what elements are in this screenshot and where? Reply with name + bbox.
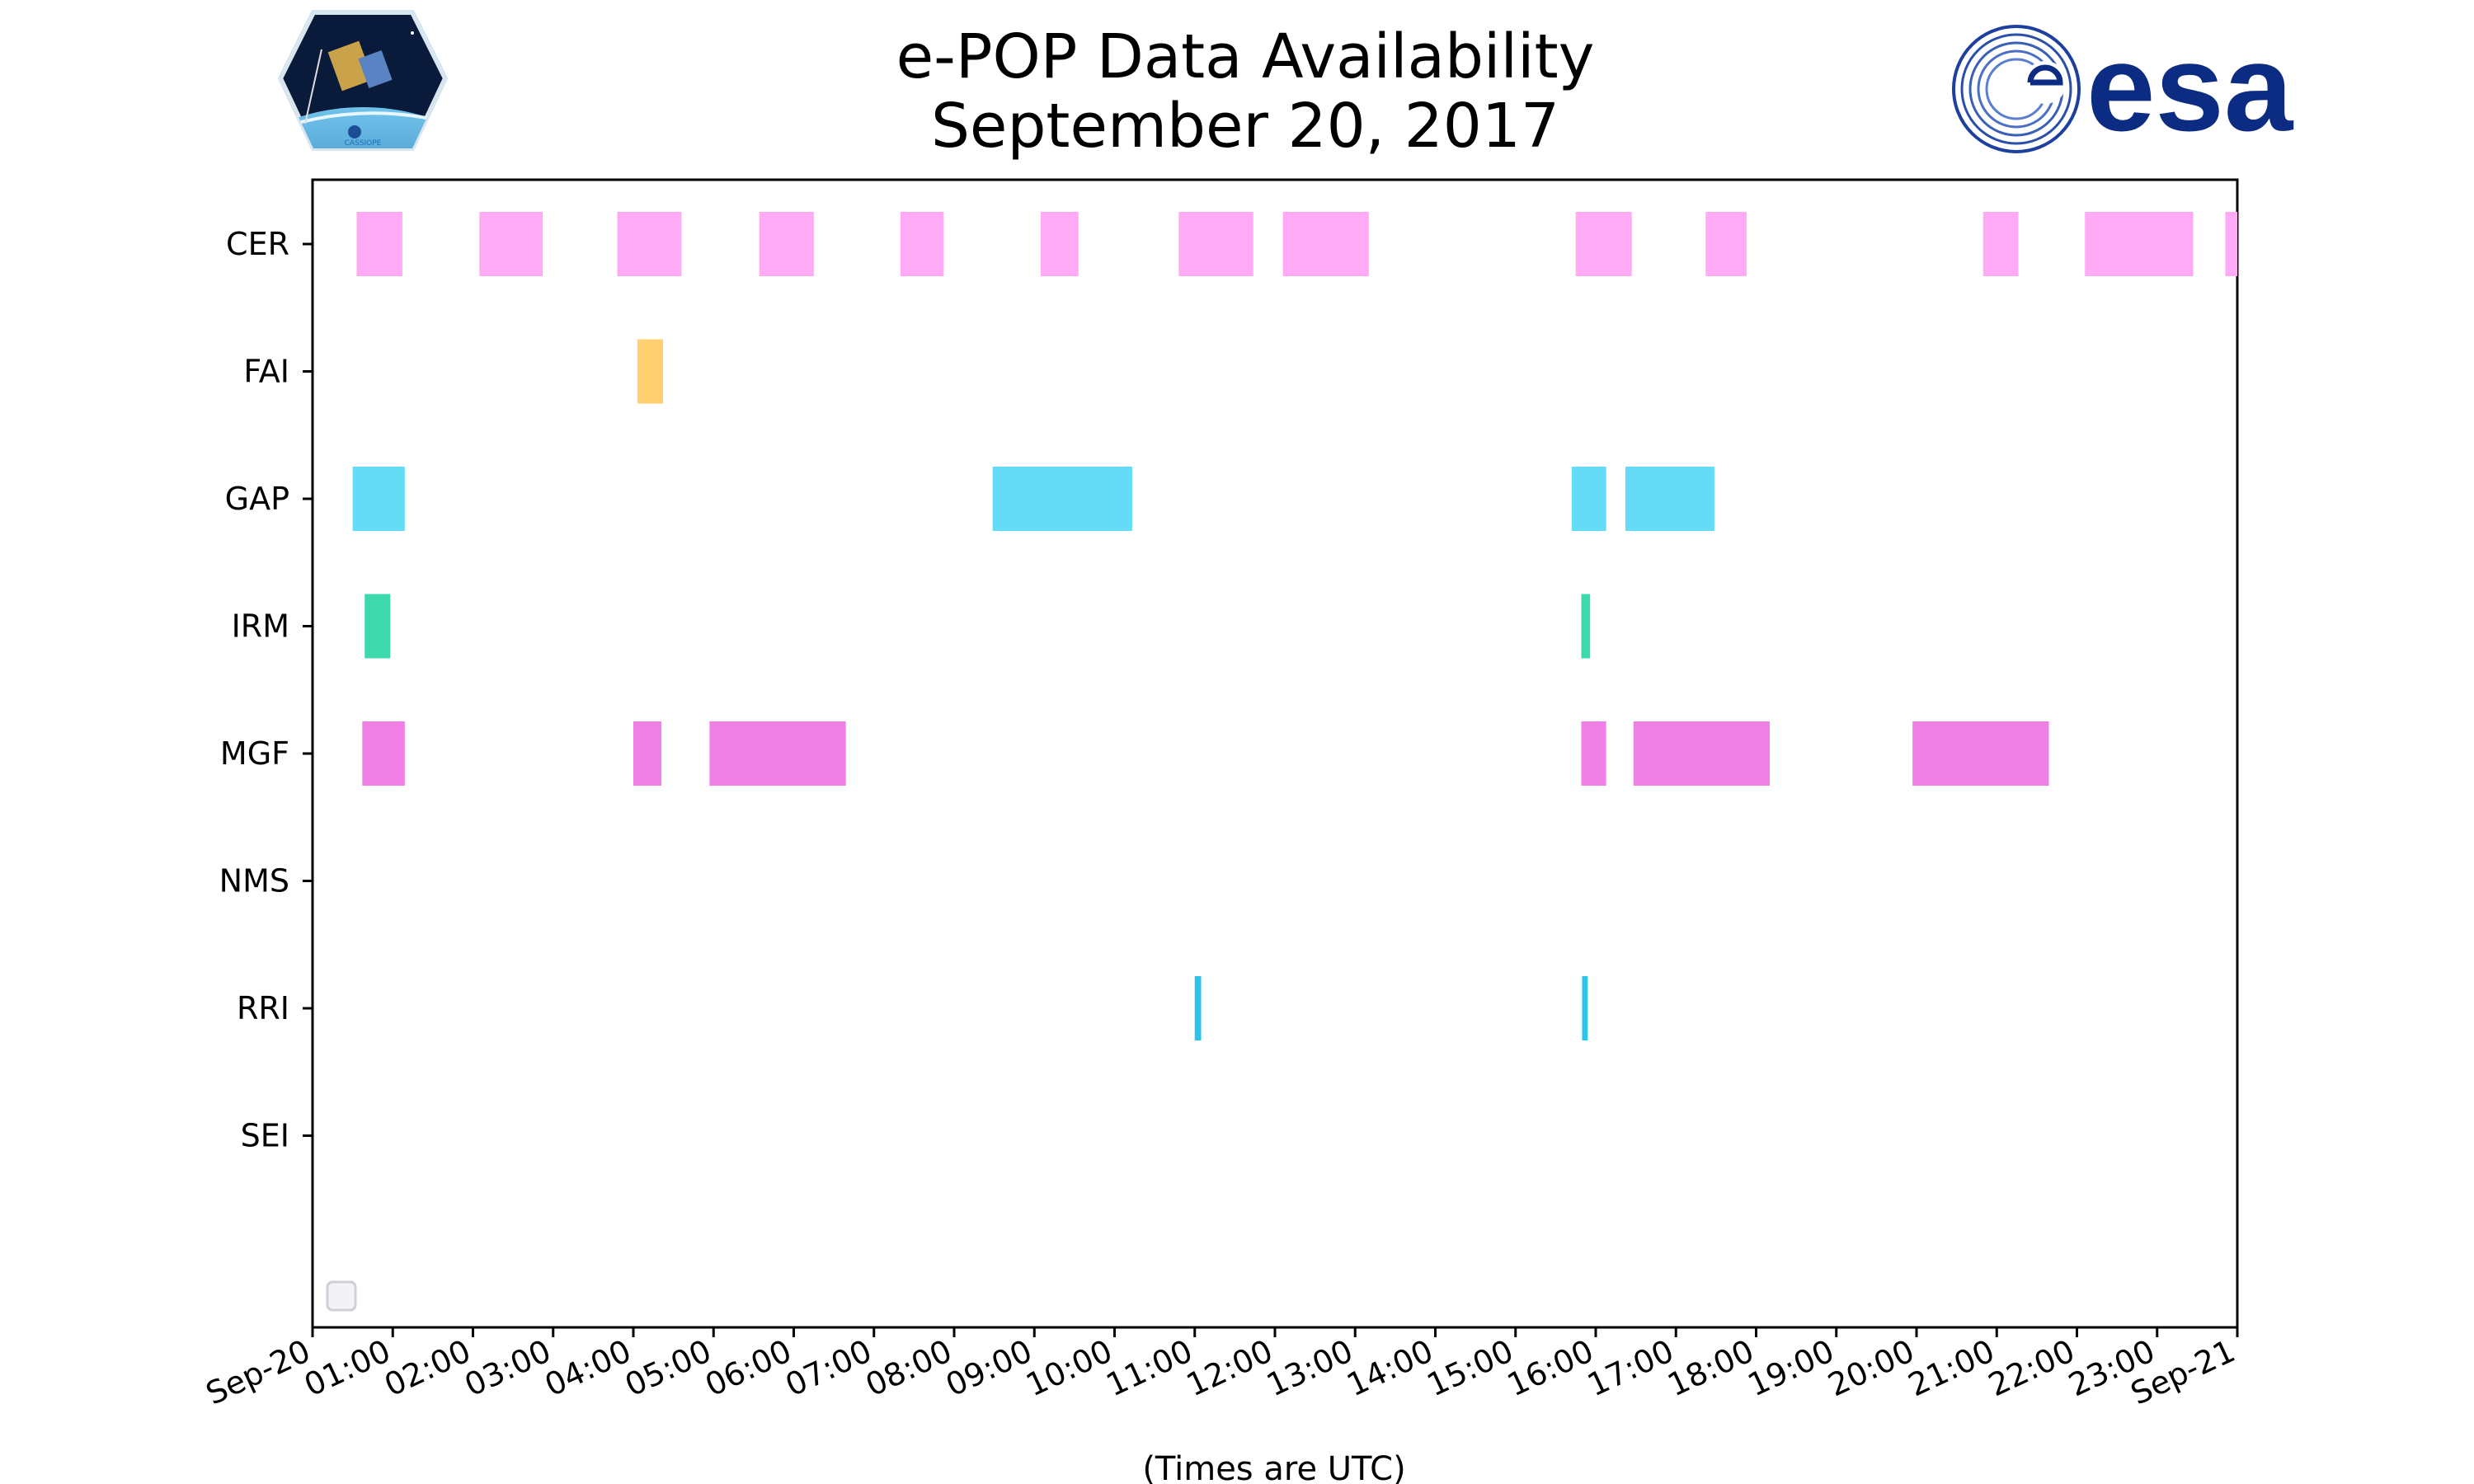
bar-cer-2 (617, 212, 682, 276)
chart-title-line-2: September 20, 2017 (931, 91, 1559, 162)
bar-mgf-1 (633, 721, 662, 786)
bar-mgf-3 (1581, 721, 1606, 786)
bar-gap-2 (1571, 467, 1606, 531)
y-axis: CER FAI GAP IRM MGF NMS RRI SEI (219, 226, 313, 1154)
y-tick-label-irm: IRM (232, 608, 289, 645)
y-tick-label-fai: FAI (243, 354, 289, 390)
bar-cer-1 (479, 212, 543, 276)
x-tick-label-4: 04:00 (539, 1332, 637, 1403)
bar-cer-9 (1705, 212, 1747, 276)
bar-gap-3 (1625, 467, 1714, 531)
bar-irm-0 (365, 594, 391, 659)
bar-mgf-2 (709, 721, 846, 786)
y-tick-label-mgf: MGF (220, 735, 289, 772)
bar-cer-6 (1178, 212, 1253, 276)
x-axis: Sep-2001:0002:0003:0004:0005:0006:0007:0… (200, 1327, 2241, 1412)
x-tick-label-5: 05:00 (619, 1332, 717, 1403)
x-tick-label-13: 13:00 (1261, 1332, 1358, 1403)
x-tick-label-12: 12:00 (1181, 1332, 1278, 1403)
bar-cer-7 (1282, 212, 1369, 276)
x-tick-label-0: Sep-20 (200, 1332, 316, 1411)
x-tick-label-17: 17:00 (1582, 1332, 1679, 1403)
y-tick-label-cer: CER (226, 226, 289, 262)
bar-rri-1 (1582, 976, 1588, 1040)
bar-fai-0 (637, 339, 663, 404)
x-tick-label-20: 20:00 (1823, 1332, 1920, 1403)
bar-mgf-5 (1912, 721, 2049, 786)
bar-mgf-0 (362, 721, 405, 786)
bar-cer-3 (759, 212, 814, 276)
chart-title-line-1: e-POP Data Availability (896, 21, 1595, 92)
x-tick-label-18: 18:00 (1662, 1332, 1759, 1403)
bar-rri-0 (1194, 976, 1202, 1040)
y-tick-label-nms: NMS (219, 863, 289, 899)
y-tick-label-rri: RRI (237, 990, 289, 1026)
x-tick-label-14: 14:00 (1341, 1332, 1438, 1403)
x-tick-label-15: 15:00 (1422, 1332, 1519, 1403)
bars-layer (352, 212, 2237, 1040)
x-tick-label-7: 07:00 (780, 1332, 877, 1403)
legend-box (326, 1280, 357, 1312)
x-tick-label-22: 22:00 (1982, 1332, 2080, 1403)
x-tick-label-10: 10:00 (1020, 1332, 1117, 1403)
y-tick-label-sei: SEI (241, 1118, 289, 1154)
bar-cer-4 (900, 212, 944, 276)
esa-globe-icon (1952, 25, 2081, 153)
x-tick-label-1: 01:00 (299, 1332, 396, 1403)
bar-cer-11 (2085, 212, 2194, 276)
bar-cer-0 (356, 212, 402, 276)
x-tick-label-9: 09:00 (940, 1332, 1037, 1403)
esa-logo: esa (1952, 18, 2294, 157)
cassiope-logo-text: CASSIOPE (345, 139, 382, 148)
bar-gap-1 (992, 467, 1132, 531)
x-tick-label-6: 06:00 (699, 1332, 797, 1403)
x-tick-label-11: 11:00 (1101, 1332, 1198, 1403)
x-tick-label-2: 02:00 (379, 1332, 476, 1403)
x-tick-label-3: 03:00 (459, 1332, 557, 1403)
bar-mgf-4 (1633, 721, 1771, 786)
cassiope-logo: CASSIOPE (277, 10, 449, 151)
bar-cer-10 (1982, 212, 2019, 276)
x-tick-label-8: 08:00 (860, 1332, 957, 1403)
bar-cer-5 (1041, 212, 1079, 276)
bar-gap-0 (352, 467, 405, 531)
y-tick-label-gap: GAP (225, 481, 289, 517)
bar-irm-1 (1581, 594, 1591, 659)
x-tick-label-21: 21:00 (1903, 1332, 2000, 1403)
x-tick-label-19: 19:00 (1743, 1332, 1840, 1403)
bar-cer-12 (2225, 212, 2237, 276)
bar-cer-8 (1575, 212, 1632, 276)
x-axis-label: (Times are UTC) (1142, 1450, 1405, 1484)
esa-logo-text: esa (2086, 18, 2294, 157)
x-tick-label-16: 16:00 (1502, 1332, 1599, 1403)
